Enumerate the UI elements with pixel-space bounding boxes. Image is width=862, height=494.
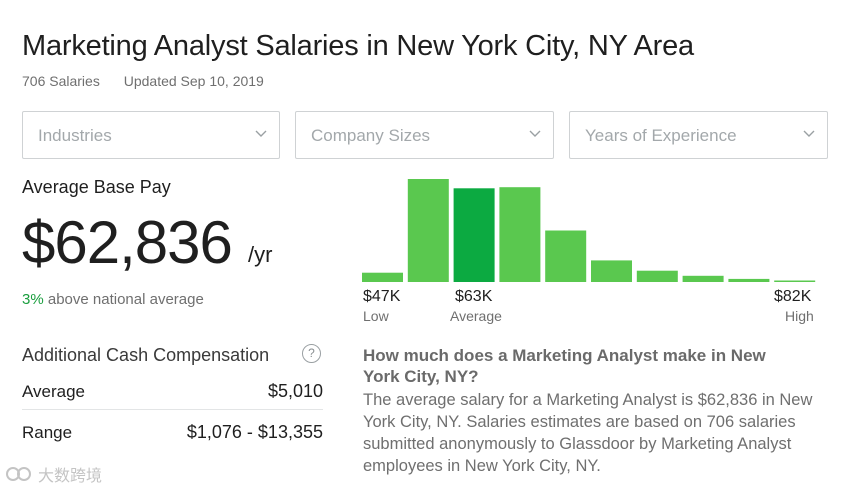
histogram-bar [591, 260, 632, 282]
salaries-count: 706 Salaries [22, 73, 100, 89]
company-sizes-filter[interactable]: Company Sizes [295, 111, 554, 159]
page-title: Marketing Analyst Salaries in New York C… [22, 30, 694, 62]
company-sizes-filter-placeholder: Company Sizes [311, 126, 431, 145]
histogram-bar [362, 272, 403, 282]
histogram-bar [499, 187, 541, 282]
page-meta: 706 Salaries Updated Sep 10, 2019 [22, 73, 264, 89]
watermark: 大数跨境 [4, 462, 102, 486]
watermark-logo-icon [6, 467, 31, 481]
additional-range-value: $1,076 - $13,355 [186, 422, 323, 442]
faq-question: How much does a Marketing Analyst make i… [363, 346, 766, 386]
industries-filter[interactable]: Industries [22, 111, 280, 159]
average-base-pay-label: Average Base Pay [22, 177, 171, 197]
industries-filter-placeholder: Industries [38, 126, 112, 145]
average-base-pay-unit: /yr [248, 242, 273, 267]
divider [22, 409, 323, 410]
average-base-pay-value: $62,836 [22, 209, 233, 276]
additional-range-label: Range [22, 423, 73, 442]
years-of-experience-filter-placeholder: Years of Experience [585, 126, 737, 145]
salary-histogram [362, 179, 816, 282]
chevron-down-icon [255, 130, 267, 137]
national-comparison: 3% above national average [22, 291, 204, 308]
additional-cash-label: Additional Cash Compensation [22, 345, 270, 365]
national-comparison-text: above national average [47, 291, 204, 308]
histogram-bar [545, 230, 587, 282]
years-of-experience-filter[interactable]: Years of Experience [569, 111, 828, 159]
histogram-bar [682, 275, 724, 282]
watermark-text: 大数跨境 [38, 468, 103, 485]
chevron-down-icon [529, 130, 541, 137]
tick-average-label: Average [450, 308, 502, 324]
tick-high-value: $82K [774, 288, 812, 305]
additional-average-value: $5,010 [267, 381, 323, 401]
tick-low-value: $47K [363, 288, 401, 305]
updated-date: Updated Sep 10, 2019 [123, 73, 264, 89]
question-circle-icon[interactable]: ? [302, 344, 321, 363]
additional-average-label: Average [22, 382, 86, 401]
histogram-bar [774, 280, 816, 282]
tick-average-value: $63K [455, 288, 493, 305]
faq-answer: The average salary for a Marketing Analy… [363, 391, 813, 475]
histogram-bar [728, 278, 770, 282]
tick-high-label: High [785, 308, 814, 324]
histogram-bar [636, 270, 678, 282]
histogram-bar [453, 188, 495, 282]
national-comparison-percent: 3% [22, 291, 44, 308]
histogram-bar [407, 179, 449, 282]
chevron-down-icon [803, 130, 815, 137]
tick-low-label: Low [363, 308, 389, 324]
